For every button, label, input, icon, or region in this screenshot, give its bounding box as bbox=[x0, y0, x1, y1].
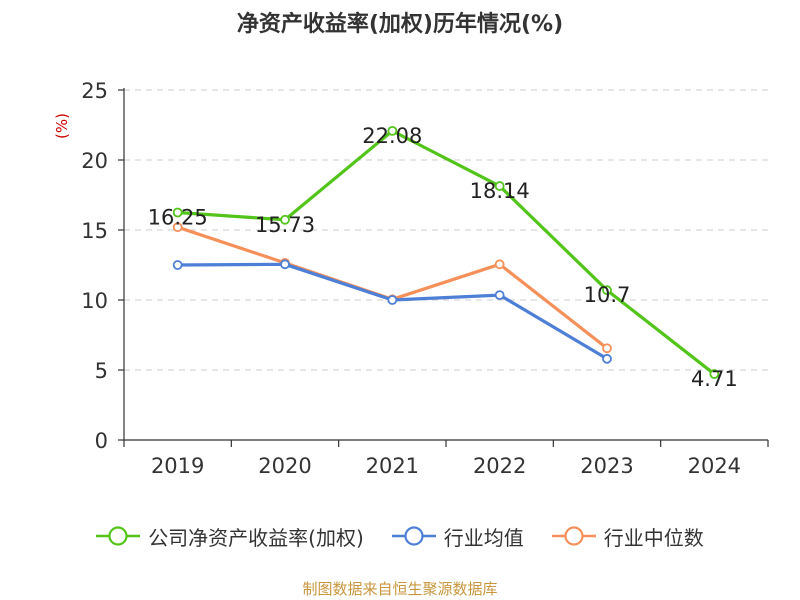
series-line-0 bbox=[177, 129, 716, 376]
x-tick-label: 2019 bbox=[151, 454, 204, 478]
data-point bbox=[387, 125, 398, 136]
data-point bbox=[709, 369, 720, 379]
legend-marker-icon bbox=[551, 526, 596, 546]
legend-marker-icon bbox=[96, 526, 141, 546]
x-tick-label: 2022 bbox=[473, 454, 526, 478]
y-tick-label: 5 bbox=[95, 359, 108, 383]
source-note: 制图数据来自恒生聚源数据库 bbox=[302, 580, 498, 598]
legend-item[interactable]: 行业均值 bbox=[391, 522, 524, 551]
legend-item[interactable]: 行业中位数 bbox=[551, 522, 704, 551]
legend-marker-icon bbox=[391, 526, 436, 546]
chart-title: 净资产收益率(加权)历年情况(%) bbox=[236, 12, 564, 37]
series-line-2 bbox=[177, 225, 608, 350]
data-point bbox=[387, 295, 398, 305]
y-tick-label: 20 bbox=[81, 149, 108, 173]
data-point bbox=[280, 259, 290, 270]
x-tick-label: 2023 bbox=[580, 454, 633, 478]
data-label: 10.7 bbox=[584, 283, 631, 307]
y-tick-label: 15 bbox=[81, 219, 108, 243]
data-point bbox=[602, 353, 612, 364]
data-point bbox=[172, 260, 183, 270]
x-tick-label: 2024 bbox=[688, 454, 741, 478]
data-label: 22.08 bbox=[362, 124, 422, 148]
legend-label: 行业均值 bbox=[443, 525, 524, 550]
x-tick-label: 2020 bbox=[258, 454, 311, 478]
line-chart: 0 5 10 15 20 25 2019 2020 2021 2022 2023 2024 (%) 16.… bbox=[53, 79, 769, 478]
data-point bbox=[602, 343, 612, 354]
data-point bbox=[602, 285, 612, 296]
data-label: 16.25 bbox=[148, 206, 208, 230]
data-label: 15.73 bbox=[255, 213, 315, 237]
data-point bbox=[494, 181, 505, 191]
chart-legend: 公司净资产收益率(加权) 行业均值 行业中位数 bbox=[0, 518, 800, 554]
data-point bbox=[172, 207, 183, 218]
data-point bbox=[280, 214, 290, 225]
data-point bbox=[172, 222, 183, 233]
y-axis-unit-label: (%) bbox=[53, 113, 71, 139]
x-tick-label: 2021 bbox=[366, 454, 419, 478]
y-tick-label: 25 bbox=[81, 79, 108, 103]
legend-label: 公司净资产收益率(加权) bbox=[148, 525, 364, 550]
data-label: 4.71 bbox=[691, 367, 738, 391]
data-point bbox=[494, 259, 505, 270]
y-tick-label: 10 bbox=[81, 289, 108, 313]
legend-label: 行业中位数 bbox=[603, 525, 704, 550]
series-line-1 bbox=[177, 262, 608, 361]
data-point bbox=[494, 290, 505, 301]
y-tick-label: 0 bbox=[95, 429, 108, 453]
legend-item[interactable]: 公司净资产收益率(加权) bbox=[96, 522, 364, 551]
data-label: 18.14 bbox=[470, 179, 530, 203]
